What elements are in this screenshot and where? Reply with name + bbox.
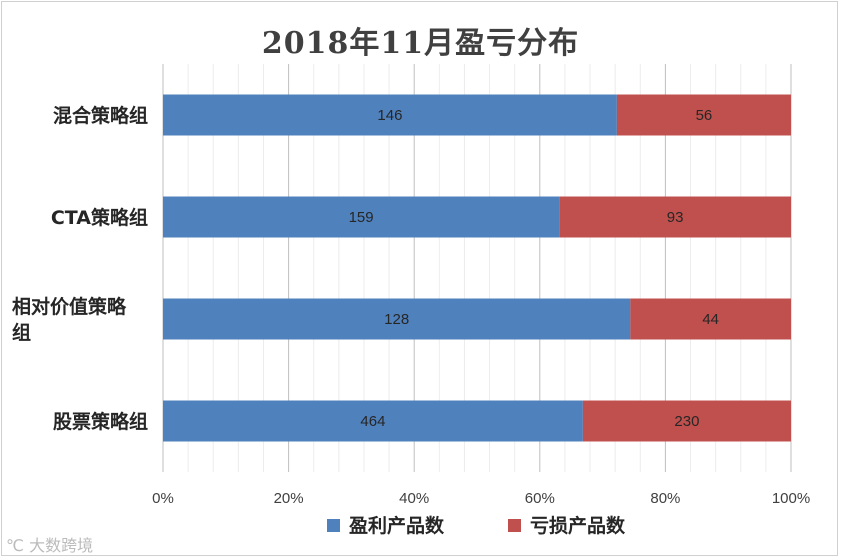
category-label: 股票策略组 [53,410,148,433]
data-label: 159 [349,209,374,226]
legend-swatch [508,519,521,532]
watermark: ℃ 大数跨境 [6,532,93,556]
bar-segment [163,94,617,136]
data-label: 464 [360,413,385,430]
bar-segment [559,196,791,238]
category-label: 相对价值策略组 [12,295,127,344]
bar-segment [630,298,791,340]
watermark-text: 大数跨境 [29,536,94,555]
x-tick-label: 100% [772,490,810,507]
data-label: 128 [384,311,409,328]
data-label: 56 [696,107,713,124]
watermark-icon: ℃ [6,536,24,555]
data-label: 44 [702,311,719,328]
data-label: 93 [667,209,684,226]
bar-segment [163,298,631,340]
chart-title: 2018年11月盈亏分布 [261,26,580,61]
x-tick-label: 40% [399,490,429,507]
x-tick-label: 0% [152,490,174,507]
category-label: 混合策略组 [53,104,148,127]
x-tick-label: 60% [525,490,555,507]
bar-segment [582,400,791,442]
data-label: 146 [377,107,402,124]
legend-swatch [327,519,340,532]
bar-segment [163,196,560,238]
bar-segment [616,94,791,136]
category-label: CTA策略组 [51,206,148,229]
data-label: 230 [674,413,699,430]
legend-label: 盈利产品数 [348,514,445,537]
x-tick-label: 20% [274,490,304,507]
legend-label: 亏损产品数 [530,514,626,537]
bar-segment [163,400,583,442]
x-tick-label: 80% [650,490,680,507]
